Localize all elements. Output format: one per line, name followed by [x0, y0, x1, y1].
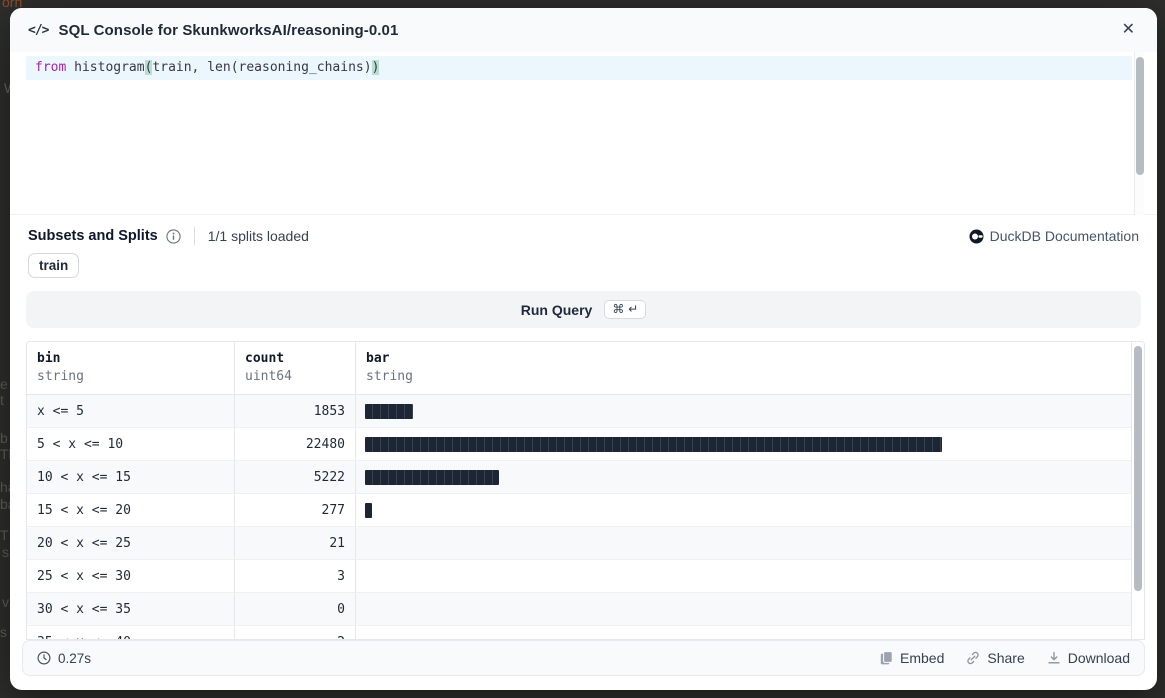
histogram-bar	[365, 502, 372, 518]
cell-bar	[356, 593, 1144, 625]
column-type: string	[366, 368, 413, 384]
column-name: bar	[366, 351, 390, 366]
editor-scrollbar[interactable]	[1134, 52, 1144, 215]
cell-bar	[356, 461, 1144, 493]
code-segment-bracket: )	[371, 60, 380, 75]
cell-bin: 10 < x <= 15	[27, 461, 235, 493]
background-text-fragment: orn	[2, 0, 23, 10]
embed-label: Embed	[900, 650, 945, 666]
sql-editor[interactable]: from histogram(train, len(reasoning_chai…	[10, 52, 1157, 215]
info-icon[interactable]	[166, 228, 181, 244]
cell-bin: 35 < x <= 40	[27, 626, 235, 639]
download-icon	[1047, 651, 1061, 665]
table-row: 10 < x <= 15 5222	[27, 461, 1144, 494]
cell-count: 0	[235, 593, 356, 625]
cell-count: 21	[235, 527, 356, 559]
column-name: bin	[37, 351, 61, 366]
histogram-bar	[365, 403, 413, 419]
cell-count: 5222	[235, 461, 356, 493]
table-row: 20 < x <= 25 21	[27, 527, 1144, 560]
table-row: 30 < x <= 35 0	[27, 593, 1144, 626]
clock-icon	[37, 651, 51, 665]
table-row: x <= 5 1853	[27, 395, 1144, 428]
cell-bin: x <= 5	[27, 395, 235, 427]
cell-bin: 15 < x <= 20	[27, 494, 235, 526]
cell-bar	[356, 494, 1144, 526]
background-text-fragment: t	[0, 392, 4, 408]
embed-button[interactable]: Embed	[880, 650, 944, 666]
embed-icon	[880, 651, 893, 665]
table-scrollbar-thumb[interactable]	[1134, 346, 1142, 591]
duckdb-icon	[969, 229, 984, 244]
column-header-count: count uint64	[235, 342, 356, 394]
histogram-bar	[365, 469, 499, 485]
cell-bar	[356, 560, 1144, 592]
sql-query-input[interactable]: from histogram(train, len(reasoning_chai…	[26, 56, 1132, 80]
split-tag-list: train	[28, 253, 1139, 278]
column-header-bin: bin string	[27, 342, 235, 394]
modal-header: </> SQL Console for SkunkworksAI/reasoni…	[10, 8, 1157, 52]
run-query-button[interactable]: Run Query ⌘ ↵	[26, 291, 1141, 328]
column-type: uint64	[245, 368, 292, 384]
table-row: 15 < x <= 20 277	[27, 494, 1144, 527]
background-text-fragment: v	[2, 594, 9, 610]
cell-bar	[356, 626, 1144, 639]
run-query-label: Run Query	[520, 301, 593, 318]
cell-bin: 5 < x <= 10	[27, 428, 235, 460]
split-tag-train[interactable]: train	[28, 253, 80, 278]
share-button[interactable]: Share	[966, 650, 1025, 666]
cell-bar	[356, 527, 1144, 559]
table-row: 35 < x <= 402	[27, 626, 1144, 639]
code-segment-plain: histogram	[66, 60, 145, 75]
cell-bin: 30 < x <= 35	[27, 593, 235, 625]
histogram-bar	[365, 436, 942, 452]
close-icon[interactable]: ✕	[1118, 20, 1139, 40]
cell-bin: 20 < x <= 25	[27, 527, 235, 559]
cell-count: 2	[235, 626, 356, 639]
column-type: string	[37, 368, 84, 384]
splits-heading: Subsets and Splits	[28, 228, 158, 244]
code-icon: </>	[28, 22, 50, 38]
column-header-bar: bar string	[356, 342, 1144, 394]
vertical-divider	[193, 227, 195, 245]
share-link-icon	[966, 651, 980, 665]
cell-count: 277	[235, 494, 356, 526]
results-footer: 0.27s Embed Share Download	[22, 640, 1145, 676]
cell-bar	[356, 428, 1144, 460]
run-query-shortcut: ⌘ ↵	[604, 300, 647, 319]
share-label: Share	[987, 650, 1025, 666]
background-text-fragment: e	[0, 376, 8, 392]
column-name: count	[245, 351, 285, 366]
cell-count: 22480	[235, 428, 356, 460]
editor-scrollbar-thumb[interactable]	[1136, 57, 1144, 175]
table-row: 5 < x <= 10 22480	[27, 428, 1144, 461]
code-segment-plain: train, len(reasoning_chains)	[152, 60, 372, 75]
duckdb-documentation-label: DuckDB Documentation	[989, 228, 1139, 244]
cell-bin: 25 < x <= 30	[27, 560, 235, 592]
table-scrollbar[interactable]	[1131, 342, 1144, 639]
background-text-fragment: T	[0, 527, 9, 543]
table-row: 25 < x <= 30 3	[27, 560, 1144, 593]
background-text-fragment: b	[0, 430, 8, 446]
background-text-fragment: s	[2, 544, 9, 560]
code-segment-keyword: from	[35, 60, 67, 75]
background-text-fragment: s	[0, 624, 7, 640]
cell-bar	[356, 395, 1144, 427]
table-body: x <= 5 1853 5 < x <= 10 22480 10 < x <= 15 52…	[27, 395, 1144, 639]
duckdb-documentation-link[interactable]: DuckDB Documentation	[969, 228, 1139, 244]
splits-loaded-status: 1/1 splits loaded	[207, 228, 309, 244]
splits-section-header: Subsets and Splits 1/1 splits loaded Duc…	[28, 224, 1139, 248]
sql-console-modal: </> SQL Console for SkunkworksAI/reasoni…	[10, 8, 1157, 690]
table-header-row: bin string count uint64 bar string	[27, 342, 1144, 395]
download-label: Download	[1067, 650, 1130, 666]
query-duration: 0.27s	[37, 651, 91, 666]
cell-count: 3	[235, 560, 356, 592]
cell-count: 1853	[235, 395, 356, 427]
modal-title: SQL Console for SkunkworksAI/reasoning-0…	[58, 21, 399, 39]
query-duration-value: 0.27s	[58, 650, 92, 666]
download-button[interactable]: Download	[1047, 650, 1130, 666]
code-segment-bracket: (	[144, 60, 153, 75]
results-table: bin string count uint64 bar string x <= 5 1853…	[26, 341, 1145, 640]
